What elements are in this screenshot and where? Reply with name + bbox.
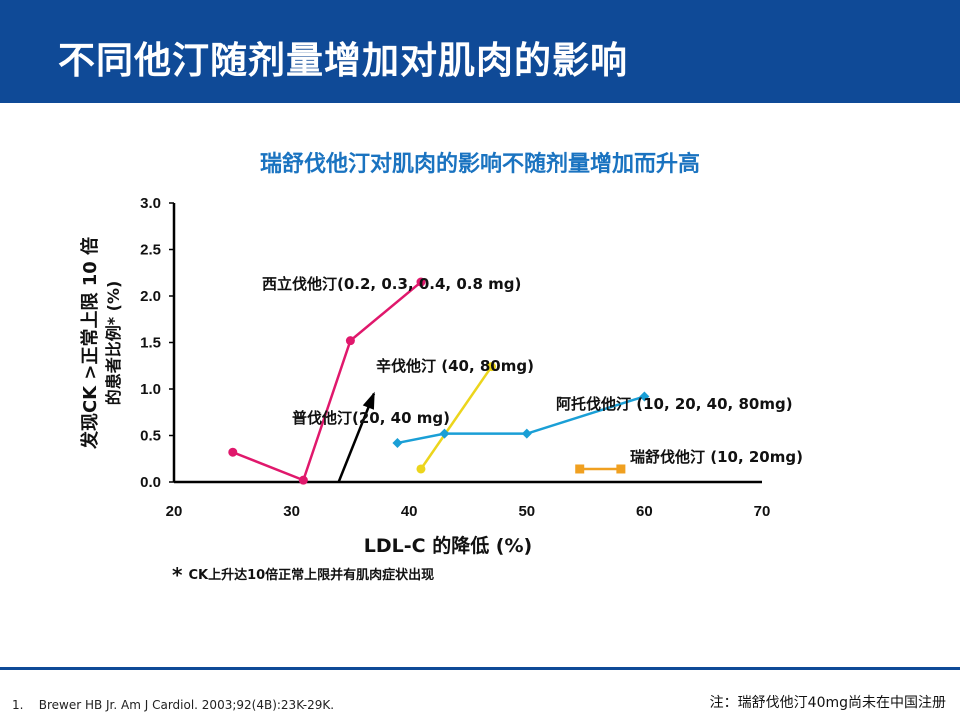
series-line xyxy=(232,281,422,482)
y-tick-label: 0.0 xyxy=(140,474,161,491)
footnote: * CK上升达10倍正常上限并有肌肉症状出现 xyxy=(172,563,434,587)
y-tick-label: 1.0 xyxy=(140,381,161,398)
x-tick-label: 30 xyxy=(283,503,300,520)
registration-note: 注：瑞舒伐他汀40mg尚未在中国注册 xyxy=(709,695,946,711)
reference: 1. Brewer HB Jr. Am J Cardiol. 2003;92(4… xyxy=(12,698,334,712)
series-label: 瑞舒伐他汀 (10, 20mg) xyxy=(630,448,803,466)
data-point xyxy=(416,277,426,287)
footnote-text: CK上升达10倍正常上限并有肌肉症状出现 xyxy=(188,568,435,583)
series-label: 西立伐他汀(0.2, 0.3, 0.4, 0.8 mg) xyxy=(262,275,521,293)
y-axis-title-line1: 发现CK >正常上限 10 倍 xyxy=(79,237,101,450)
x-tick-label: 70 xyxy=(754,503,771,520)
series-line xyxy=(397,395,645,445)
arrow-head xyxy=(362,391,375,410)
series-label: 阿托伐他汀 (10, 20, 40, 80mg) xyxy=(556,395,793,413)
data-point xyxy=(487,362,497,372)
series-label: 辛伐他汀 (40, 80mg) xyxy=(376,357,534,375)
x-tick-label: 20 xyxy=(166,503,183,520)
y-tick-label: 1.5 xyxy=(140,335,161,352)
data-point xyxy=(639,391,650,402)
chart-title: 瑞舒伐他汀对肌肉的影响不随剂量增加而升高 xyxy=(259,152,700,177)
data-point xyxy=(521,428,532,439)
data-point xyxy=(416,464,426,474)
x-axis-title: LDL-C 的降低 (%) xyxy=(364,534,532,557)
series-line xyxy=(419,365,493,470)
data-point xyxy=(228,447,238,457)
data-point xyxy=(392,437,403,448)
data-point xyxy=(439,428,450,439)
series-line xyxy=(337,393,376,483)
y-tick-label: 2.5 xyxy=(140,242,161,259)
slide-title: 不同他汀随剂量增加对肌肉的影响 xyxy=(58,39,628,82)
title-bar xyxy=(0,0,960,103)
series-label: 普伐他汀(20, 40 mg) xyxy=(292,409,450,427)
y-axis-title-line2: 的患者比例* (%) xyxy=(104,281,123,406)
data-point xyxy=(298,475,308,485)
y-tick-label: 2.0 xyxy=(140,288,161,305)
statin-chart: 0.0 0.5 1.0 1.5 2.0 2.5 3.0 20 30 40 50 60 70 LDL-C 的… xyxy=(79,195,803,557)
data-point xyxy=(616,464,626,474)
footnote-star: * xyxy=(172,563,183,587)
x-tick-label: 50 xyxy=(518,503,535,520)
reference-number: 1. xyxy=(12,698,24,712)
x-tick-label: 60 xyxy=(636,503,653,520)
x-tick-label: 40 xyxy=(401,503,418,520)
y-tick-label: 0.5 xyxy=(140,428,161,445)
data-point xyxy=(575,464,585,474)
y-tick-label: 3.0 xyxy=(140,195,161,212)
reference-text: Brewer HB Jr. Am J Cardiol. 2003;92(4B):… xyxy=(38,698,335,712)
footer-divider xyxy=(0,667,960,670)
data-point xyxy=(345,336,355,346)
